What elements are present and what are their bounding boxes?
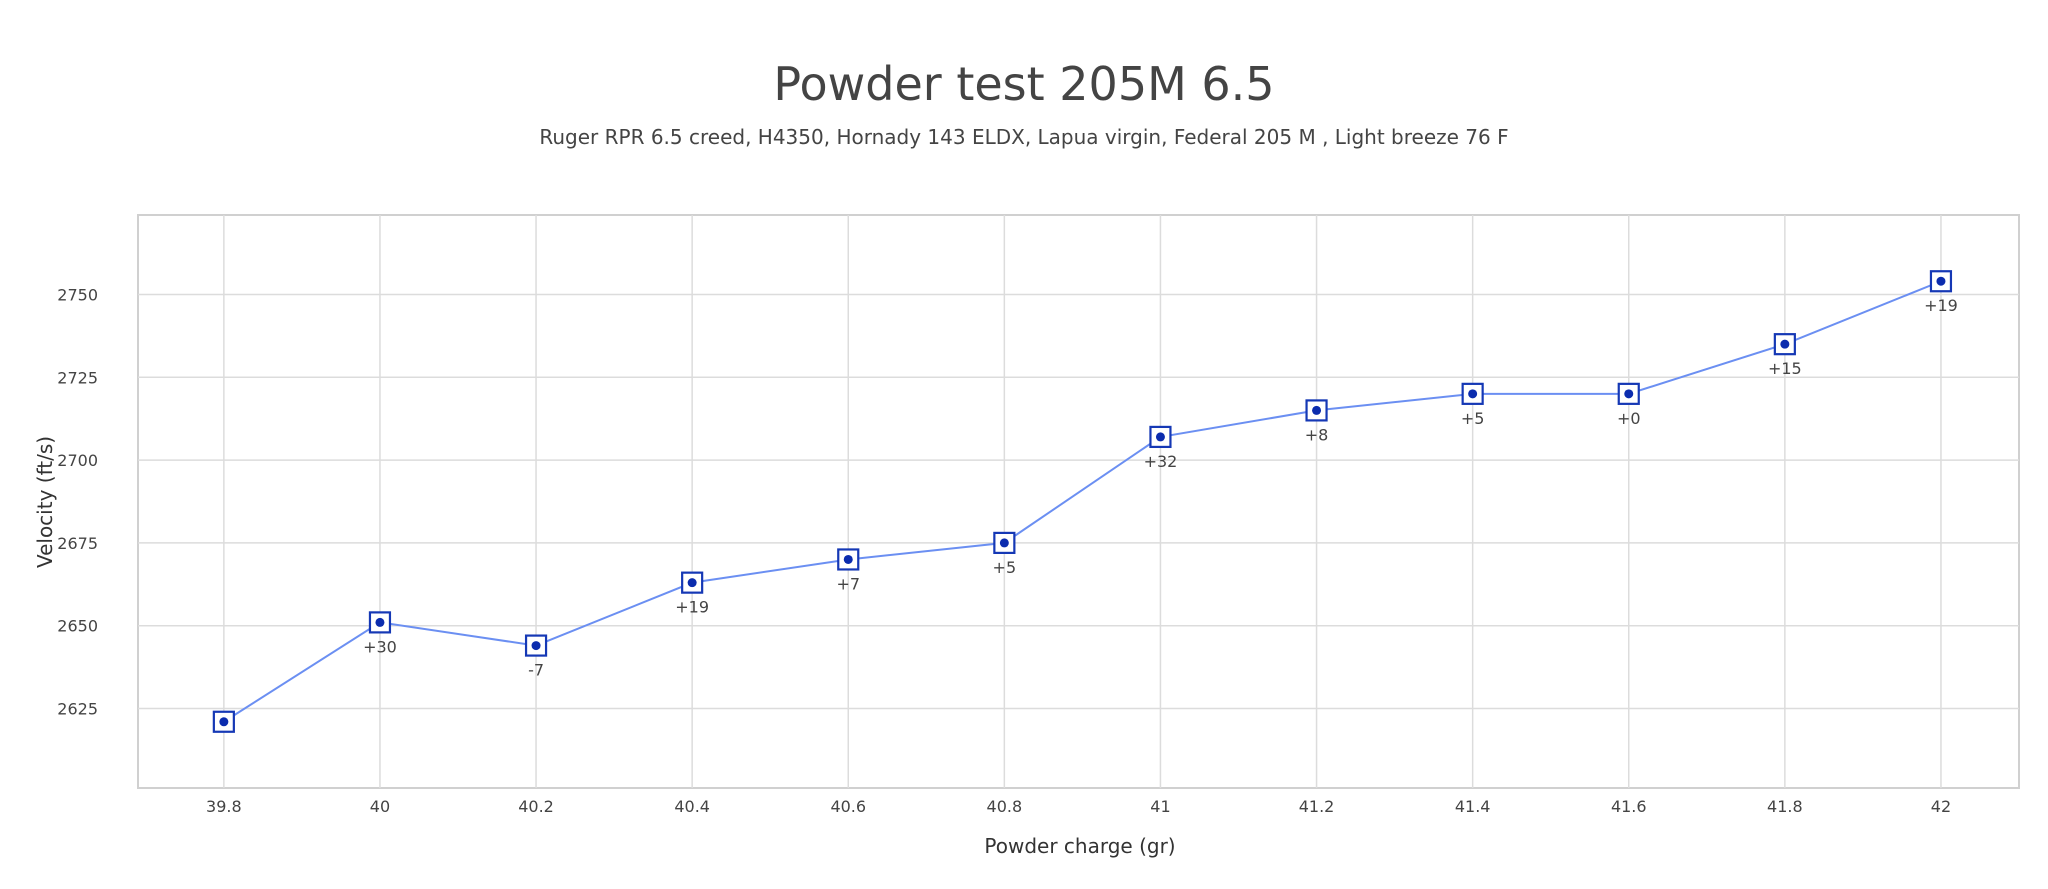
data-point: -7 — [524, 634, 548, 680]
data-label: +15 — [1768, 359, 1802, 378]
plot-area — [137, 214, 2020, 789]
series-line — [223, 280, 1942, 723]
y-tick-label: 2750 — [57, 285, 98, 304]
data-point — [212, 710, 235, 733]
y-tick-label: 2650 — [57, 617, 98, 636]
x-tick-label: 41.8 — [1767, 797, 1803, 816]
x-tick-label: 40.4 — [674, 797, 710, 816]
point-dot — [1624, 389, 1634, 399]
y-tick-label: 2675 — [57, 534, 98, 553]
x-tick-label: 41.4 — [1455, 797, 1491, 816]
point-dot — [1780, 339, 1790, 349]
x-tick-label: 39.8 — [206, 797, 242, 816]
data-label: +19 — [675, 598, 709, 617]
data-label: +5 — [1461, 409, 1485, 428]
grid — [138, 215, 2019, 788]
data-point: +32 — [1144, 425, 1178, 471]
data-point: +19 — [675, 571, 709, 617]
y-tick-label: 2725 — [57, 368, 98, 387]
data-label: +7 — [836, 574, 860, 593]
chart-subtitle: Ruger RPR 6.5 creed, H4350, Hornady 143 … — [539, 125, 1508, 149]
data-label: +19 — [1924, 296, 1958, 315]
point-dot — [1155, 432, 1165, 442]
y-tick-label: 2625 — [57, 700, 98, 719]
point-dot — [687, 578, 697, 588]
y-tick-label: 2700 — [57, 451, 98, 470]
x-tick-label: 40.8 — [987, 797, 1023, 816]
chart-title: Powder test 205M 6.5 — [773, 57, 1274, 111]
x-tick-label: 41.6 — [1611, 797, 1647, 816]
y-axis-label: Velocity (ft/s) — [33, 436, 57, 568]
x-tick-label: 40 — [370, 797, 390, 816]
data-points: +30 -7 +19 +7 +5 +32 +8 +5 +0 +15 +19 — [212, 270, 1958, 733]
x-tick-label: 41 — [1150, 797, 1170, 816]
point-dot — [999, 538, 1009, 548]
data-point: +7 — [836, 548, 860, 593]
point-dot — [1468, 389, 1478, 399]
data-point: +30 — [363, 611, 397, 656]
x-tick-label: 41.2 — [1299, 797, 1335, 816]
data-point: +0 — [1617, 382, 1641, 428]
y-axis-ticks: 2625 2650 2675 2700 2725 2750 — [57, 285, 98, 718]
data-label: +32 — [1144, 452, 1178, 471]
data-point: +19 — [1924, 270, 1958, 315]
x-tick-label: 40.2 — [518, 797, 554, 816]
data-label: +5 — [993, 558, 1017, 577]
data-label: -7 — [528, 661, 544, 680]
data-point: +15 — [1768, 333, 1802, 378]
data-label: +8 — [1305, 425, 1329, 444]
point-dot — [843, 554, 853, 564]
point-dot — [1312, 405, 1322, 415]
x-tick-label: 42 — [1931, 797, 1951, 816]
point-dot — [375, 617, 385, 627]
data-point: +8 — [1305, 399, 1329, 444]
point-dot — [531, 641, 541, 651]
data-label: +0 — [1617, 409, 1641, 428]
x-tick-label: 40.6 — [830, 797, 866, 816]
data-label: +30 — [363, 637, 397, 656]
x-axis-label: Powder charge (gr) — [984, 834, 1175, 858]
x-axis-ticks: 39.8 40 40.2 40.4 40.6 40.8 41 41.2 41.4 41.6 41.8… — [206, 797, 1951, 816]
data-point: +5 — [993, 531, 1017, 577]
point-dot — [219, 717, 229, 727]
point-dot — [1936, 276, 1946, 286]
data-point: +5 — [1461, 382, 1485, 428]
